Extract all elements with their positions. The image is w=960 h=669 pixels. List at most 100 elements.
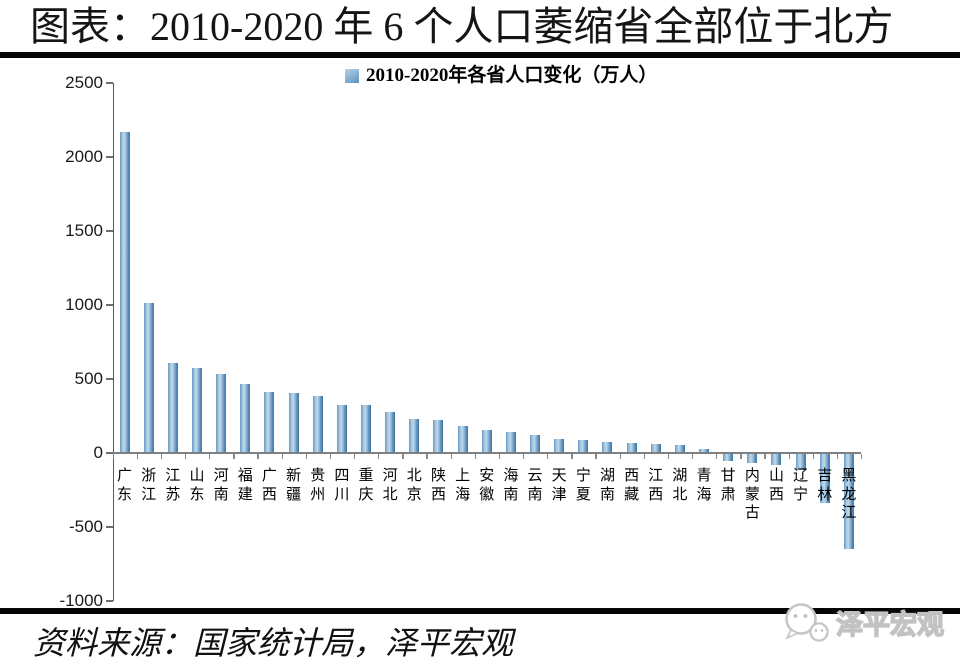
x-axis-tick: [667, 454, 670, 460]
y-axis-tick-label: 0: [93, 443, 103, 462]
watermark-logo: 泽平宏观: [785, 603, 945, 642]
chart-bar: [530, 434, 541, 453]
x-axis-label: 辽宁: [793, 468, 809, 503]
x-axis-label: 河南: [213, 468, 229, 503]
x-axis-tick: [619, 454, 621, 460]
x-axis-tick: [498, 454, 501, 460]
x-axis-tick: [450, 454, 452, 460]
chart-bar: [385, 412, 396, 453]
footer-divider-line: [0, 608, 960, 614]
chart-bar: [602, 441, 613, 453]
x-axis-label: 内蒙古: [744, 468, 760, 521]
chart-bar: [312, 396, 323, 453]
page-title: 图表：2010-2020 年 6 个人口萎缩省全部位于北方: [30, 4, 894, 49]
x-axis-label: 江西: [648, 468, 664, 503]
chart-bar: [723, 453, 734, 462]
x-axis-tick: [426, 454, 428, 460]
x-axis-tick: [184, 454, 187, 460]
x-axis-tick: [402, 454, 404, 460]
x-axis-label: 青海: [696, 468, 712, 503]
x-axis-tick: [112, 454, 114, 460]
x-axis-label: 北京: [406, 468, 422, 503]
source-note: 资料来源：国家统计局，泽平宏观: [33, 625, 514, 661]
chart-bar: [288, 393, 299, 453]
x-axis-label: 吉林: [817, 468, 833, 503]
y-axis-tick-label: 500: [74, 369, 103, 388]
chart-bar: [771, 453, 782, 465]
x-axis-tick: [691, 454, 694, 460]
y-axis-tick-label: 2000: [65, 147, 103, 166]
chart-bar: [674, 445, 685, 453]
x-axis-label: 四川: [334, 468, 350, 503]
chart-bar: [747, 453, 758, 463]
chart-bar: [361, 405, 372, 453]
y-axis-tick: [105, 452, 113, 454]
x-axis-label: 上海: [455, 468, 471, 503]
x-axis-label: 广西: [261, 468, 277, 503]
x-axis-tick: [160, 454, 163, 460]
chart-bar: [433, 420, 444, 453]
chart-bar: [167, 362, 178, 453]
x-axis-label: 山东: [189, 468, 205, 503]
chart-bar: [192, 368, 202, 453]
x-axis-tick: [281, 454, 283, 460]
x-axis-label: 宁夏: [575, 468, 591, 503]
x-axis-label: 广东: [117, 468, 133, 503]
y-axis-tick: [105, 600, 113, 602]
y-axis-tick-label: 1500: [65, 221, 103, 240]
x-axis-tick: [788, 454, 790, 460]
x-axis-tick: [571, 454, 573, 460]
x-axis-label: 贵州: [310, 468, 326, 503]
x-axis-tick: [233, 454, 235, 460]
x-axis-label: 湖南: [599, 468, 615, 503]
x-axis-tick: [643, 454, 645, 460]
x-axis-label: 新疆: [286, 468, 302, 503]
x-axis-tick: [836, 454, 839, 460]
speech-bubble-icon: [785, 603, 829, 642]
chart-bar: [240, 384, 251, 453]
y-axis-tick-label: 2500: [65, 73, 103, 92]
chart-bar: [505, 432, 516, 453]
chart-bar: [795, 453, 806, 471]
x-axis-tick: [716, 454, 718, 460]
x-axis-baseline: [112, 451, 861, 455]
x-axis-tick: [812, 454, 814, 460]
y-axis-tick: [105, 378, 113, 380]
legend-color-swatch: [345, 69, 359, 83]
x-axis-tick: [547, 454, 549, 460]
x-axis-tick: [764, 454, 766, 460]
chart-bar: [457, 425, 468, 453]
y-axis-tick-label: 1000: [65, 295, 103, 314]
y-axis-tick: [105, 230, 113, 232]
x-axis-tick: [522, 454, 525, 460]
watermark-text: 泽平宏观: [836, 609, 944, 640]
title-divider-line: [0, 52, 960, 58]
x-axis-label: 河北: [382, 468, 398, 503]
chart-bar: [843, 453, 854, 549]
chart-bar: [819, 453, 830, 504]
chart-bar: [216, 373, 227, 453]
x-axis-label: 山西: [768, 468, 784, 503]
x-axis-tick: [305, 454, 307, 460]
x-axis-label: 安徽: [479, 468, 495, 503]
y-axis-line: [112, 83, 114, 601]
x-axis-tick: [209, 454, 211, 460]
chart-bar: [626, 443, 637, 453]
y-axis-tick: [105, 82, 113, 84]
chart-bar: [481, 430, 492, 453]
x-axis-tick: [257, 454, 259, 460]
x-axis-tick: [136, 454, 138, 460]
chart-bar: [650, 443, 661, 453]
x-axis-label: 湖北: [672, 468, 688, 503]
x-axis-label: 江苏: [165, 468, 181, 503]
x-axis-tick: [329, 454, 332, 460]
y-axis-tick: [105, 526, 113, 528]
y-axis-tick-label: -1000: [59, 591, 103, 610]
x-axis-tick: [474, 454, 476, 460]
y-axis-tick: [105, 304, 113, 306]
x-axis-tick: [378, 454, 380, 460]
x-axis-tick: [861, 454, 863, 460]
chart-bar: [336, 404, 347, 453]
